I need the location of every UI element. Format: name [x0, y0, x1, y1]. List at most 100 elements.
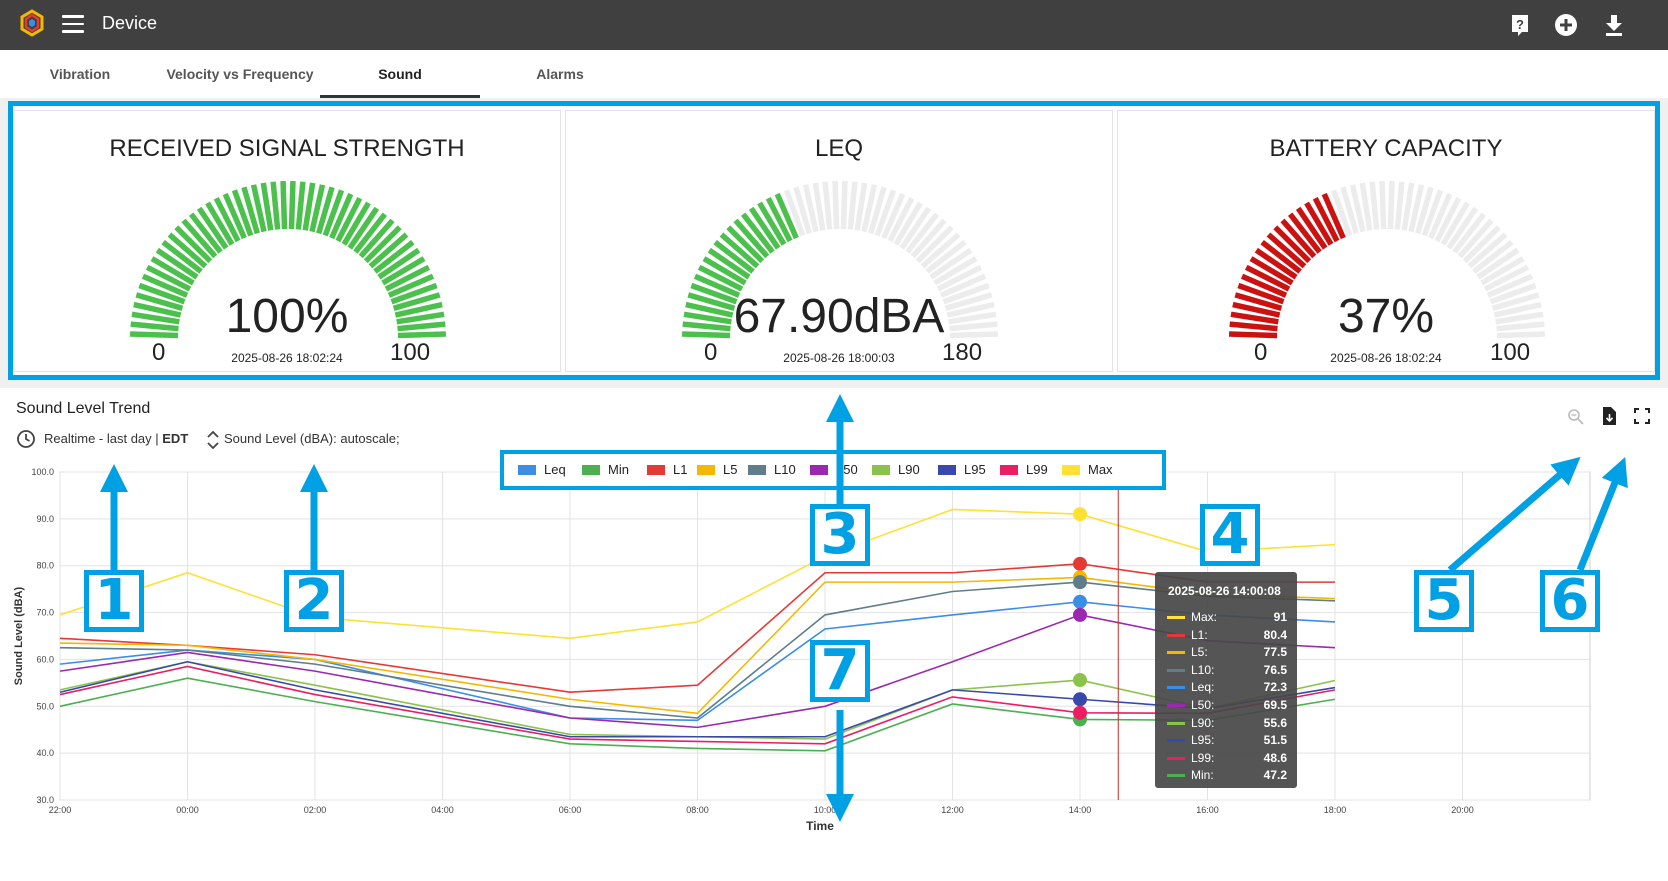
- gauge-battery-capacity: BATTERY CAPACITY 37% 0 100 2025-08-26 18…: [1117, 110, 1655, 372]
- callout-2: 2: [284, 570, 344, 632]
- gauge-tick: [150, 256, 195, 286]
- gauge-tick: [1240, 273, 1288, 298]
- gauge-tick: [222, 192, 247, 240]
- legend-label: L50: [836, 462, 858, 477]
- gauge-tick: [1496, 321, 1545, 332]
- app-logo-icon[interactable]: [18, 9, 46, 37]
- unfold-icon[interactable]: [206, 429, 220, 451]
- gauge-tick: [288, 180, 296, 230]
- gauge-tick: [713, 239, 755, 274]
- gauge-tick: [861, 184, 878, 233]
- gauge-tick: [141, 273, 189, 298]
- zoom-out-icon[interactable]: [1567, 408, 1585, 426]
- tooltip-row: L99: 48.6: [1167, 751, 1287, 767]
- tooltip-row: L95: 51.5: [1167, 733, 1287, 749]
- legend-item-l1[interactable]: L1: [647, 462, 687, 477]
- gauge-tick: [690, 282, 738, 305]
- legend-item-min[interactable]: Min: [582, 462, 629, 477]
- tooltip-title: 2025-08-26 14:00:08: [1168, 584, 1281, 598]
- gauge-tick: [1452, 212, 1487, 254]
- legend-item-l90[interactable]: L90: [872, 462, 920, 477]
- hamburger-menu-icon[interactable]: [62, 15, 84, 33]
- legend-item-l95[interactable]: L95: [938, 462, 986, 477]
- fullscreen-icon[interactable]: [1634, 408, 1650, 424]
- tooltip-label: L99:: [1191, 750, 1215, 765]
- gauge-tick: [131, 311, 180, 325]
- gauge-tick: [1408, 184, 1425, 233]
- gauge-tick: [302, 182, 316, 231]
- tab-vibration[interactable]: Vibration: [49, 66, 111, 82]
- gauge-tick: [946, 301, 995, 318]
- tooltip-label: Max:: [1191, 610, 1218, 624]
- tab-sound[interactable]: Sound: [378, 66, 422, 82]
- chart-tooltip: 2025-08-26 14:00:08 Max: 91 L1: 80.4 L5: 77.5…: [1155, 572, 1297, 788]
- legend-item-l99[interactable]: L99: [1000, 462, 1048, 477]
- export-file-icon[interactable]: [1600, 406, 1618, 426]
- gauge-tick: [910, 218, 947, 259]
- gauge-leq: LEQ 67.90dBA 0 180 2025-08-26 18:00:03: [565, 110, 1113, 372]
- tooltip-row: L90: 55.6: [1167, 716, 1287, 732]
- gauge-tick: [707, 247, 751, 280]
- download-icon[interactable]: [1601, 12, 1627, 38]
- tooltip-value: 51.5: [1263, 733, 1287, 748]
- gauge-tick: [196, 206, 229, 250]
- gauge-received-signal-strength: RECEIVED SIGNAL STRENGTH 100% 0 100 2025…: [13, 110, 561, 372]
- top-app-bar: Device ?: [0, 0, 1668, 50]
- legend-item-leq[interactable]: Leq: [518, 462, 566, 477]
- gauge-tick: [397, 331, 447, 339]
- gauge-tick: [353, 212, 388, 254]
- gauge-arc: [1228, 180, 1546, 339]
- gauge-tick: [241, 186, 260, 235]
- gauge-value: 100%: [225, 290, 349, 343]
- legend-item-l5[interactable]: L5: [697, 462, 737, 477]
- scale-selector[interactable]: Sound Level (dBA): autoscale;: [224, 431, 400, 446]
- gauge-tick: [394, 301, 443, 318]
- gauge-tick: [1304, 201, 1334, 246]
- tooltip-label: Leq:: [1191, 680, 1215, 695]
- gauge-tick: [840, 180, 848, 230]
- gauge-tick: [702, 256, 747, 286]
- tooltip-value: 69.5: [1263, 698, 1287, 712]
- gauge-tick: [726, 225, 765, 264]
- gauge-tick: [874, 189, 897, 237]
- time-range-selector[interactable]: Realtime - last day | EDT: [44, 431, 189, 446]
- gauge-tick: [347, 206, 380, 250]
- legend-item-max[interactable]: Max: [1062, 462, 1113, 477]
- gauge-tick: [1394, 181, 1405, 230]
- tooltip-swatch: [1167, 704, 1185, 707]
- add-circle-icon[interactable]: [1553, 12, 1579, 38]
- legend-swatch: [872, 465, 890, 475]
- callout-5: 5: [1414, 570, 1474, 632]
- tooltip-swatch: [1167, 651, 1185, 655]
- tooltip-value: 77.5: [1263, 645, 1287, 660]
- gauge-title: LEQ: [814, 135, 864, 162]
- gauge-tick: [1230, 311, 1279, 325]
- clock-icon[interactable]: [16, 429, 36, 449]
- gauge-tick: [1491, 292, 1540, 311]
- tooltip-swatch: [1167, 668, 1185, 672]
- legend-item-l50[interactable]: L50: [810, 462, 858, 477]
- help-icon[interactable]: ?: [1507, 12, 1533, 38]
- gauge-tick: [915, 225, 954, 264]
- gauge-timestamp: 2025-08-26 18:02:24: [231, 351, 343, 365]
- legend-item-l10[interactable]: L10: [748, 462, 796, 477]
- tab-velocity-vs-frequency[interactable]: Velocity vs Frequency: [166, 66, 314, 82]
- gauge-tick: [329, 192, 354, 240]
- tab-alarms[interactable]: Alarms: [536, 66, 584, 82]
- gauge-tick: [1489, 282, 1537, 305]
- gauge-tick: [757, 201, 787, 246]
- tooltip-row: L5: 77.5: [1167, 645, 1287, 661]
- gauge-tick: [1495, 311, 1544, 325]
- gauge-tick: [1480, 256, 1525, 286]
- gauge-tick: [1244, 264, 1291, 292]
- gauge-tick: [687, 292, 736, 311]
- gauge-max-label: 100: [390, 339, 431, 366]
- gauge-tick: [936, 264, 983, 292]
- gauge-tick: [133, 301, 182, 318]
- gauge-min-label: 0: [704, 339, 718, 366]
- gauge-title: BATTERY CAPACITY: [1269, 135, 1503, 162]
- callout-4: 4: [1200, 504, 1260, 566]
- gauge-tick: [155, 247, 199, 280]
- tooltip-label: L5:: [1191, 645, 1208, 660]
- gauge-tick: [832, 180, 840, 230]
